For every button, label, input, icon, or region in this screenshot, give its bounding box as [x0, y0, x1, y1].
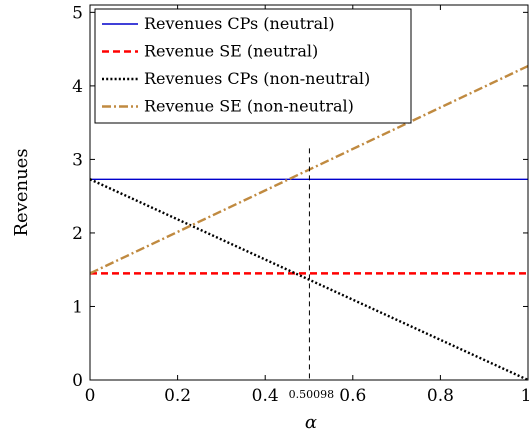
- legend-label-3: Revenues CPs (non-neutral): [144, 69, 370, 88]
- legend-label-1: Revenues CPs (neutral): [144, 14, 335, 33]
- y-tick-label: 4: [72, 77, 83, 97]
- y-tick-label: 3: [72, 150, 83, 170]
- threshold-label: 0.50098: [289, 388, 335, 401]
- x-tick-label: 1: [521, 386, 532, 406]
- y-tick-label: 1: [72, 297, 83, 317]
- x-axis-title: α: [305, 412, 317, 433]
- y-tick-label: 0: [72, 371, 83, 391]
- legend-box: [94, 8, 412, 124]
- x-tick-label: 0: [85, 386, 96, 406]
- series-line-3: [89, 178, 529, 382]
- x-tick-label: 0.2: [164, 386, 191, 406]
- annotation-layer: 0.50098: [289, 148, 335, 401]
- legend-label-2: Revenue SE (neutral): [144, 42, 318, 61]
- legend-label-4: Revenue SE (non-neutral): [144, 97, 354, 116]
- legend: Revenues CPs (neutral) Revenue SE (neutra…: [94, 8, 412, 124]
- x-tick-label: 0.4: [252, 386, 279, 406]
- ticks-layer: 0 0.2 0.4 0.6 0.8 1 0 1 2 3 4 5: [72, 3, 531, 406]
- plot-frame: [89, 4, 529, 381]
- y-axis-title: Revenues: [11, 148, 32, 236]
- x-tick-label: 0.6: [339, 386, 366, 406]
- y-tick-label: 2: [72, 224, 83, 244]
- x-tick-label: 0.8: [427, 386, 454, 406]
- y-tick-label: 5: [72, 3, 83, 23]
